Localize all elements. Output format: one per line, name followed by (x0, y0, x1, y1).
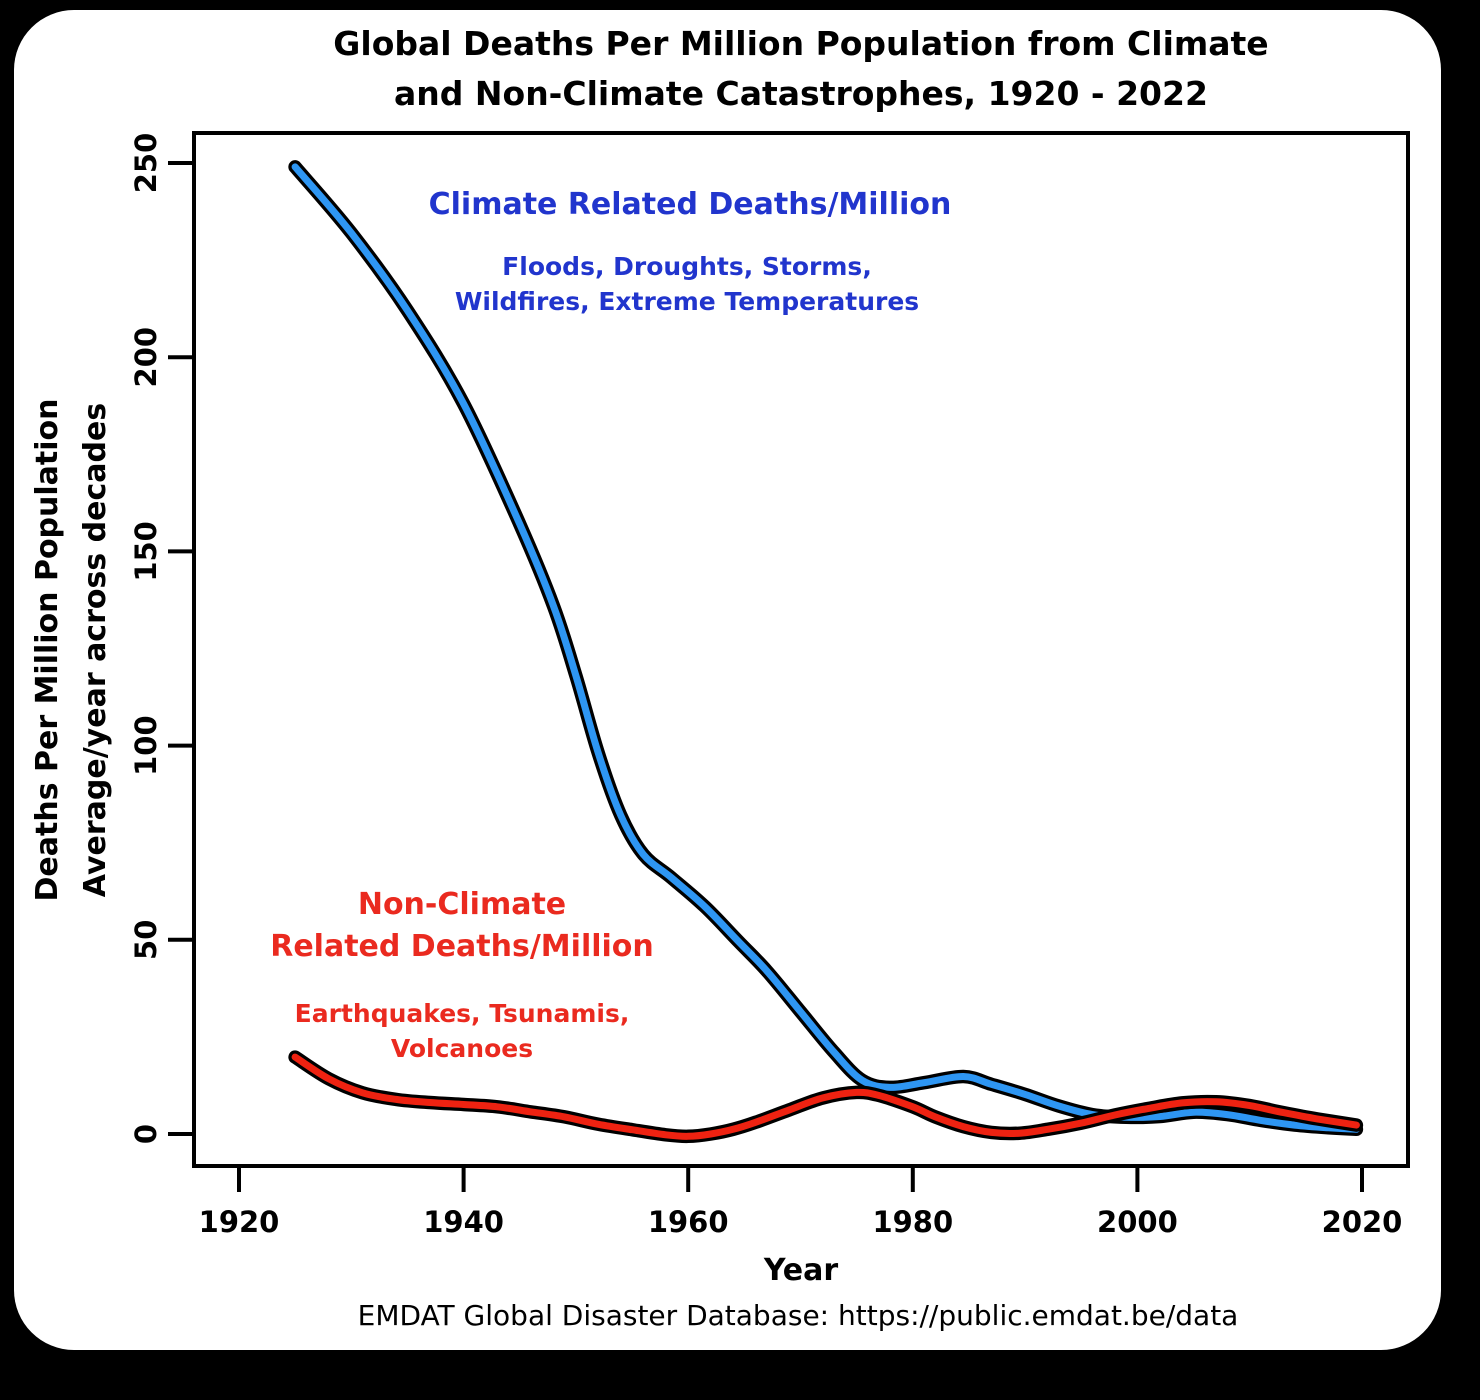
y-tick-label: 100 (129, 715, 163, 776)
annotation-climate-title: Climate Related Deaths/Million (428, 187, 952, 222)
annotation-climate-sub1: Floods, Droughts, Storms, (502, 252, 872, 281)
annotation-nonclimate-title2: Related Deaths/Million (270, 929, 654, 964)
x-tick-label: 2000 (1097, 1205, 1178, 1239)
y-axis-label-line2: Average/year across decades (78, 403, 113, 897)
chart-title: Global Deaths Per Million Population fro… (194, 19, 1408, 119)
x-tick-label: 1980 (872, 1205, 953, 1239)
annotation-climate-sub2: Wildfires, Extreme Temperatures (454, 287, 920, 316)
annotation-nonclimate-sub: Earthquakes, Tsunamis, Volcanoes (162, 996, 762, 1066)
climate-line (291, 163, 1360, 1133)
y-tick-label: 50 (129, 920, 163, 960)
nonclimate-line (291, 1053, 1360, 1140)
plot-box (192, 131, 1410, 1168)
climate-line-outline (288, 160, 1364, 1137)
annotation-nonclimate-sub2: Volcanoes (390, 1034, 534, 1063)
x-tick-label: 1960 (648, 1205, 729, 1239)
x-tick-label: 2020 (1322, 1205, 1403, 1239)
chart-title-line2: and Non-Climate Catastrophes, 1920 - 202… (394, 74, 1208, 113)
y-axis-label-line1: Deaths Per Million Population (30, 398, 65, 901)
x-axis-label: Year (763, 1253, 839, 1288)
annotation-nonclimate-sub1: Earthquakes, Tsunamis, (294, 999, 630, 1028)
chart-title-line1: Global Deaths Per Million Population fro… (333, 24, 1269, 63)
source-note: EMDAT Global Disaster Database: https://… (357, 1299, 1239, 1332)
y-tick-label: 250 (129, 133, 163, 194)
annotation-nonclimate-title1: Non-Climate (357, 887, 567, 922)
y-tick-label: 150 (129, 521, 163, 582)
x-tick-label: 1940 (423, 1205, 504, 1239)
x-tick-label: 1920 (199, 1205, 280, 1239)
y-tick-label: 0 (129, 1124, 163, 1144)
y-tick-label: 200 (129, 327, 163, 388)
annotation-nonclimate-title: Non-Climate Related Deaths/Million (162, 884, 762, 968)
annotation-climate-sub: Floods, Droughts, Storms, Wildfires, Ext… (387, 249, 987, 319)
